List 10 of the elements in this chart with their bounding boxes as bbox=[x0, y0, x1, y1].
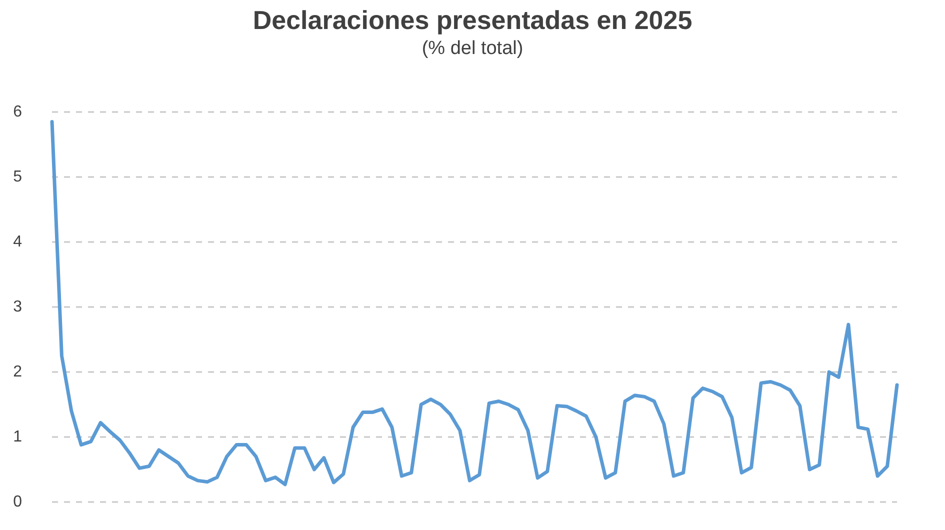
y-tick-label: 6 bbox=[13, 104, 22, 120]
y-tick-label: 0 bbox=[13, 494, 22, 510]
y-tick-label: 2 bbox=[13, 364, 22, 380]
chart-subtitle: (% del total) bbox=[422, 38, 524, 59]
y-tick-label: 4 bbox=[13, 234, 22, 250]
y-tick-label: 5 bbox=[13, 168, 22, 186]
y-tick-label: 3 bbox=[13, 298, 22, 316]
line-series bbox=[50, 120, 899, 486]
y-tick-label: 1 bbox=[13, 428, 22, 446]
chart-title: Declaraciones presentadas en 2025 bbox=[252, 5, 692, 35]
